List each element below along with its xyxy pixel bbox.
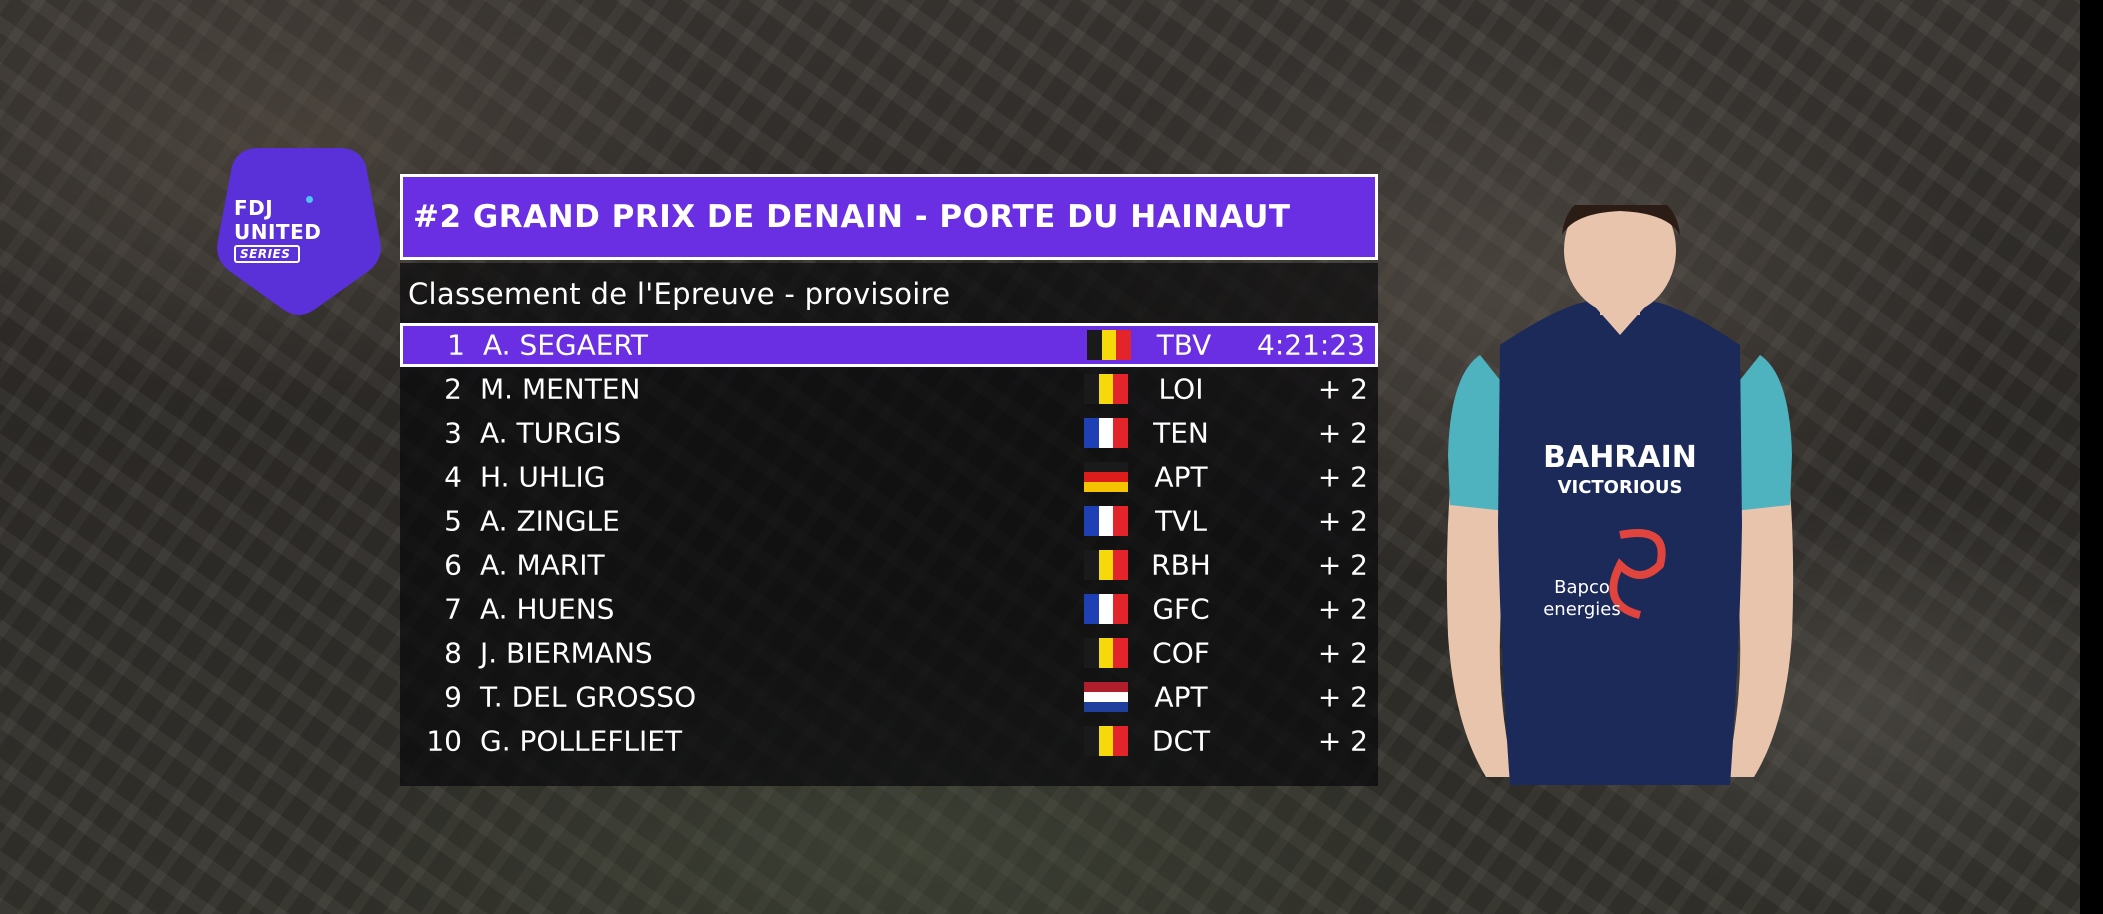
- belgium-flag-icon: [1084, 638, 1129, 668]
- rider-time-gap: + 2: [1317, 372, 1368, 406]
- rider-time-gap: + 2: [1317, 724, 1368, 758]
- france-flag-icon: [1084, 594, 1129, 624]
- rider-name: A. MARIT: [480, 548, 605, 582]
- rider-time-gap: + 2: [1317, 416, 1368, 450]
- france-flag-icon: [1084, 506, 1129, 536]
- logo-text-united: UNITED: [234, 220, 322, 244]
- rider-name: A. TURGIS: [480, 416, 622, 450]
- rider-team: GFC: [1152, 592, 1210, 626]
- rider-name: A. HUENS: [480, 592, 615, 626]
- standings-row: 7 A. HUENS GFC + 2: [400, 588, 1378, 630]
- rider-name: A. SEGAERT: [483, 328, 648, 362]
- belgium-flag-icon: [1087, 330, 1132, 360]
- jersey-text-bahrain: BAHRAIN: [1543, 440, 1697, 475]
- rider-name: T. DEL GROSSO: [480, 680, 697, 714]
- standings-row: 2 M. MENTEN LOI + 2: [400, 368, 1378, 410]
- jersey-text-energies: energies: [1543, 599, 1621, 620]
- rider-rank: 6: [444, 548, 462, 582]
- belgium-flag-icon: [1084, 374, 1129, 404]
- rider-rank: 4: [444, 460, 462, 494]
- rider-team: TBV: [1156, 328, 1212, 362]
- rider-team: TVL: [1155, 504, 1207, 538]
- standings-row: 8 J. BIERMANS COF + 2: [400, 632, 1378, 674]
- rider-team: RBH: [1151, 548, 1211, 582]
- race-title-bar: #2 GRAND PRIX DE DENAIN - PORTE DU HAINA…: [400, 174, 1378, 260]
- logo-text-fdj: FDJ: [234, 196, 274, 220]
- rider-name: J. BIERMANS: [480, 636, 653, 670]
- screen-edge-bar: [2080, 0, 2103, 914]
- rider-time-gap: + 2: [1317, 460, 1368, 494]
- netherlands-flag-icon: [1084, 682, 1128, 712]
- rider-team: TEN: [1153, 416, 1209, 450]
- rider-rank: 2: [444, 372, 462, 406]
- jersey-text-bapco: Bapco: [1554, 577, 1610, 598]
- standings-row: 4 H. UHLIG APT + 2: [400, 456, 1378, 498]
- logo-star-dot: [306, 196, 313, 203]
- rider-team: APT: [1154, 680, 1208, 714]
- logo-text-series: SERIES: [234, 245, 301, 263]
- germany-flag-icon: [1084, 462, 1128, 492]
- rider-team: DCT: [1151, 724, 1211, 758]
- rider-name: A. ZINGLE: [480, 504, 620, 538]
- fdj-united-series-logo: FDJ UNITED SERIES: [214, 144, 384, 316]
- standings-row-leader: 1 A. SEGAERT TBV 4:21:23: [400, 323, 1378, 367]
- rider-rank: 7: [444, 592, 462, 626]
- rider-time-gap: + 2: [1317, 548, 1368, 582]
- bapco-logo-icon: [1609, 529, 1666, 619]
- standings-subtitle-bar: Classement de l'Epreuve - provisoire: [400, 263, 1378, 325]
- standings-row: 6 A. MARIT RBH + 2: [400, 544, 1378, 586]
- standings-table: 1 A. SEGAERT TBV 4:21:23 2 M. MENTEN LOI + 2 3 A.…: [400, 323, 1378, 786]
- jersey-text-victorious: VICTORIOUS: [1558, 477, 1683, 498]
- rider-time-gap: + 2: [1317, 592, 1368, 626]
- rider-time-gap: 4:21:23: [1257, 328, 1365, 362]
- rider-rank: 5: [444, 504, 462, 538]
- rider-rank: 9: [444, 680, 462, 714]
- rider-rank: 1: [447, 328, 465, 362]
- rider-rank: 8: [444, 636, 462, 670]
- rider-team: APT: [1154, 460, 1208, 494]
- rider-rank: 3: [444, 416, 462, 450]
- rider-team: LOI: [1158, 372, 1204, 406]
- france-flag-icon: [1084, 418, 1129, 448]
- rider-photo: BAHRAIN VICTORIOUS Bapco energies: [1440, 186, 1800, 795]
- rider-time-gap: + 2: [1317, 636, 1368, 670]
- standings-subtitle: Classement de l'Epreuve - provisoire: [408, 277, 951, 311]
- standings-row: 10 G. POLLEFLIET DCT + 2: [400, 720, 1378, 762]
- rider-team: COF: [1152, 636, 1210, 670]
- belgium-flag-icon: [1084, 550, 1129, 580]
- rider-name: H. UHLIG: [480, 460, 606, 494]
- rider-rank: 10: [426, 724, 462, 758]
- standings-row: 9 T. DEL GROSSO APT + 2: [400, 676, 1378, 718]
- race-title: #2 GRAND PRIX DE DENAIN - PORTE DU HAINA…: [413, 199, 1291, 235]
- rider-name: M. MENTEN: [480, 372, 641, 406]
- rider-time-gap: + 2: [1317, 504, 1368, 538]
- rider-time-gap: + 2: [1317, 680, 1368, 714]
- standings-row: 3 A. TURGIS TEN + 2: [400, 412, 1378, 454]
- standings-row: 5 A. ZINGLE TVL + 2: [400, 500, 1378, 542]
- belgium-flag-icon: [1084, 726, 1129, 756]
- rider-name: G. POLLEFLIET: [480, 724, 683, 758]
